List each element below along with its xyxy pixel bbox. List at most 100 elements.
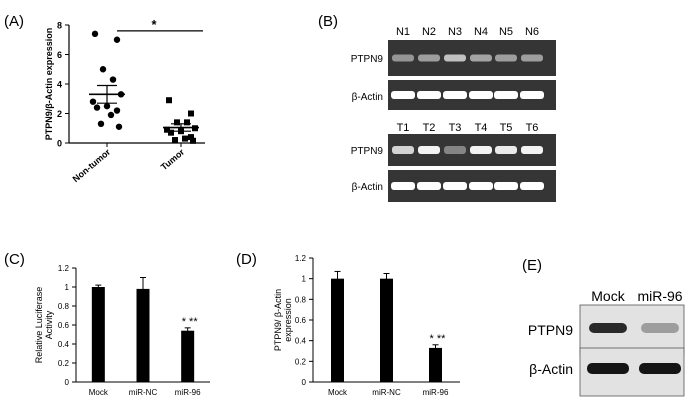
a-point-nontumor [93,104,101,111]
e-row-label-ptpn9: PTPN9 [528,322,573,338]
b-band-actin-normal [391,91,415,99]
d-y-tick-label: 0.4 [295,337,307,346]
e-row-label-actin: β-Actin [529,361,573,377]
d-y-tick-label: 1 [302,275,307,284]
panel-d-bar-chart: 0 0.2 0.4 0.6 0.8 1 1.2 PTPN9/ β-Actinexpressio… [273,254,460,397]
a-point-nontumor [97,120,105,128]
a-y-tick-label: 8 [57,21,62,31]
a-point-tumor [166,97,172,104]
b-band-actin-tumor [391,182,415,190]
b-band-ptpn9-normal [470,54,492,62]
a-point-tumor [190,137,196,144]
b-band-actin-normal [417,91,441,99]
b-band-ptpn9-normal [521,54,543,62]
panel-label-d: (D) [236,251,257,268]
b-band-ptpn9-normal [392,54,414,62]
a-x-tick-label: Tumor [159,147,187,173]
d-x-tick-label: Mock [328,388,348,397]
a-point-tumor [164,126,170,133]
c-y-tick-label: 0.6 [58,321,70,330]
b-band-ptpn9-normal [444,54,466,62]
b-band-actin-normal [443,91,467,99]
a-y-tick-label: 0 [57,139,62,149]
d-y-tick-label: 0.2 [295,357,307,366]
a-point-nontumor [113,36,121,43]
d-y-axis-label: PTPN9/ β-Actinexpression [273,289,293,351]
b-band-ptpn9-tumor [521,146,543,154]
a-y-tick-label: 6 [57,50,62,60]
a-point-tumor [174,119,180,126]
a-y-axis-label: PTPN9/β-Actin expression [44,28,54,141]
c-y-tick-label: 0.8 [58,302,70,311]
d-x-tick-label: miR-96 [423,388,449,397]
b-lane-label-normal: N5 [499,26,513,38]
a-point-tumor [168,129,174,136]
panel-label-c: (C) [4,251,25,268]
a-point-nontumor [99,66,107,73]
a-point-nontumor [107,111,115,119]
d-bar [429,347,442,382]
c-bar [181,330,195,382]
c-significance-label: * ** [182,316,199,328]
b-lane-label-normal: N4 [474,26,488,38]
b-band-actin-tumor [520,182,544,190]
c-y-tick-label: 0 [65,378,70,387]
b-band-ptpn9-tumor [495,146,517,154]
d-y-tick-label: 0.6 [295,316,307,325]
c-x-tick-label: miR-NC [129,388,158,397]
panel-b-gel: N1 N2 N3 N4 N5 N6 PTPN9 β-Actin T1 T2 T3 T4 T5 T6 PTPN… [351,26,556,202]
b-lane-label-normal: N6 [525,26,539,38]
c-y-tick-label: 0.4 [58,340,70,349]
panel-label-a: (A) [4,13,24,30]
c-x-tick-label: miR-96 [175,388,201,397]
a-point-tumor [188,110,194,117]
b-band-ptpn9-normal [495,54,517,62]
b-band-ptpn9-tumor [444,146,466,154]
a-point-tumor [184,119,190,126]
a-point-nontumor [103,102,111,110]
e-band-ptpn9 [589,323,627,333]
a-point-nontumor [115,123,123,130]
panel-label-b: (B) [318,13,338,30]
b-row-label-actin: β-Actin [352,92,383,103]
b-band-actin-tumor [469,182,493,190]
b-lane-label-tumor: T3 [449,122,462,134]
e-lane-label: Mock [591,288,625,304]
a-significance-star: * [151,17,157,32]
b-row-label-actin-2: β-Actin [352,182,383,193]
a-y-tick-label: 4 [57,80,62,90]
a-x-tick-label: Non-tumor [71,147,113,185]
a-y-tick-label: 2 [57,109,62,119]
b-band-actin-normal [494,91,518,99]
c-y-axis-label: Relative LuciferaseActivity [34,287,54,364]
b-row-label-ptpn9: PTPN9 [351,54,384,65]
b-band-ptpn9-tumor [392,146,414,154]
d-bar [331,278,344,382]
b-band-ptpn9-normal [418,54,440,62]
d-y-tick-label: 0 [302,378,307,387]
b-band-actin-normal [520,91,544,99]
e-band-ptpn9 [641,323,679,333]
b-lane-label-normal: N1 [396,26,410,38]
d-significance-label: * ** [430,333,447,345]
c-y-tick-label: 1 [65,283,70,292]
d-y-tick-label: 1.2 [295,254,307,263]
a-point-tumor [182,135,188,142]
a-point-nontumor [113,107,121,114]
b-lane-label-normal: N2 [422,26,436,38]
a-point-nontumor [109,76,117,83]
b-band-ptpn9-tumor [418,146,440,154]
b-band-actin-tumor [443,182,467,190]
a-point-nontumor [91,30,99,38]
d-y-tick-label: 0.8 [295,295,307,304]
b-row-label-ptpn9-2: PTPN9 [351,146,384,157]
d-x-tick-label: miR-NC [372,388,401,397]
a-point-nontumor [89,98,97,105]
panel-c-bar-chart: 0 0.2 0.4 0.6 0.8 1 1.2 Relative LuciferaseActi… [34,264,210,397]
a-point-tumor [188,134,194,141]
c-y-tick-label: 1.2 [58,264,70,273]
b-lane-label-normal: N3 [448,26,462,38]
e-band-actin [639,363,681,374]
b-band-actin-tumor [494,182,518,190]
